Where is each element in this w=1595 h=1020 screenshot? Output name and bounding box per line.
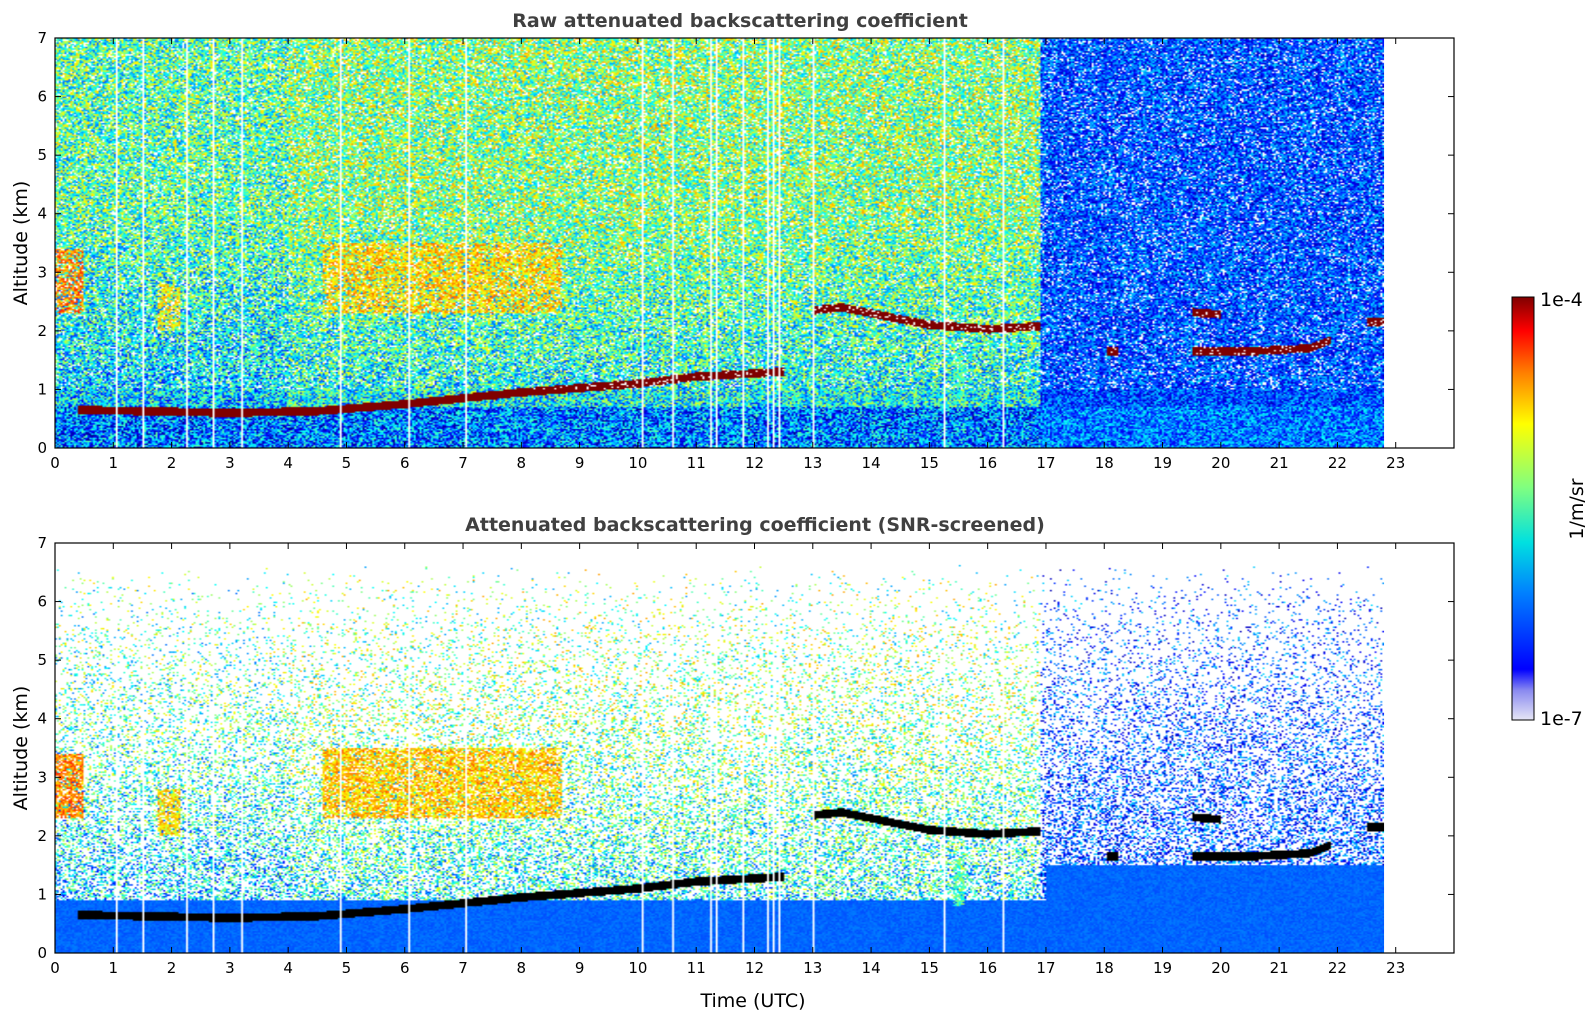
x-tick-label: 19 <box>1153 959 1172 977</box>
x-axis-label: Time (UTC) <box>699 990 805 1012</box>
x-tick-label: 17 <box>1036 454 1055 472</box>
y-tick-label: 1 <box>37 380 47 398</box>
x-tick-label: 8 <box>517 454 527 472</box>
raw-y-ticks: 0 1 2 3 4 5 6 7 <box>37 29 1454 457</box>
x-tick-label: 18 <box>1095 959 1114 977</box>
x-tick-label: 9 <box>575 959 585 977</box>
x-tick-label: 1 <box>109 959 119 977</box>
x-tick-label: 17 <box>1036 959 1055 977</box>
x-tick-label: 14 <box>862 454 881 472</box>
x-tick-label: 23 <box>1386 959 1405 977</box>
y-tick-label: 4 <box>37 205 47 223</box>
screened-backscatter-heatmap <box>55 543 1385 953</box>
x-tick-label: 4 <box>283 959 293 977</box>
y-tick-label: 2 <box>37 322 47 340</box>
x-tick-label: 7 <box>458 454 468 472</box>
x-tick-label: 11 <box>687 454 706 472</box>
y-tick-label: 7 <box>37 29 47 47</box>
x-tick-label: 23 <box>1386 454 1405 472</box>
x-tick-label: 2 <box>167 454 177 472</box>
x-tick-label: 21 <box>1270 959 1289 977</box>
x-tick-label: 18 <box>1095 454 1114 472</box>
y-tick-label: 4 <box>37 710 47 728</box>
x-tick-label: 11 <box>687 959 706 977</box>
x-tick-label: 2 <box>167 959 177 977</box>
y-tick-label: 2 <box>37 827 47 845</box>
x-tick-label: 15 <box>920 959 939 977</box>
x-tick-label: 20 <box>1211 454 1230 472</box>
x-tick-label: 13 <box>803 959 822 977</box>
screened-backscatter-panel: Attenuated backscattering coefficient (S… <box>10 514 1455 1012</box>
colorbar-gradient <box>1511 296 1535 721</box>
x-tick-label: 3 <box>225 454 235 472</box>
raw-panel-title: Raw attenuated backscattering coefficien… <box>512 10 968 32</box>
x-tick-label: 20 <box>1211 959 1230 977</box>
y-tick-label: 0 <box>37 944 47 962</box>
x-tick-label: 10 <box>628 959 647 977</box>
colorbar-min-label: 1e-7 <box>1540 708 1583 730</box>
screened-x-ticks: 0 1 2 3 4 5 6 7 8 9 10 11 12 13 14 15 16 17 18 19 20 21 22 23 <box>50 543 1405 977</box>
x-tick-label: 0 <box>50 959 60 977</box>
x-tick-label: 22 <box>1328 959 1347 977</box>
x-tick-label: 9 <box>575 454 585 472</box>
raw-backscatter-panel: Raw attenuated backscattering coefficien… <box>10 10 1455 472</box>
y-tick-label: 5 <box>37 651 47 669</box>
y-tick-label: 7 <box>37 534 47 552</box>
x-tick-label: 5 <box>342 959 352 977</box>
x-tick-label: 22 <box>1328 454 1347 472</box>
screened-y-ticks: 0 1 2 3 4 5 6 7 <box>37 534 1454 962</box>
colorbar: 1e-4 1e-7 1/m/sr <box>1511 289 1588 730</box>
x-tick-label: 7 <box>458 959 468 977</box>
screened-y-axis-label: Altitude (km) <box>10 686 32 811</box>
x-tick-label: 8 <box>517 959 527 977</box>
x-tick-label: 5 <box>342 454 352 472</box>
x-tick-label: 16 <box>978 454 997 472</box>
screened-panel-title: Attenuated backscattering coefficient (S… <box>465 514 1045 536</box>
x-tick-label: 10 <box>628 454 647 472</box>
x-tick-label: 1 <box>109 454 119 472</box>
y-tick-label: 6 <box>37 593 47 611</box>
x-tick-label: 16 <box>978 959 997 977</box>
x-tick-label: 13 <box>803 454 822 472</box>
colorbar-unit-label: 1/m/sr <box>1566 478 1588 539</box>
raw-backscatter-heatmap <box>55 38 1385 448</box>
y-tick-label: 1 <box>37 885 47 903</box>
x-tick-label: 6 <box>400 454 410 472</box>
x-tick-label: 15 <box>920 454 939 472</box>
x-tick-label: 12 <box>745 454 764 472</box>
x-tick-label: 3 <box>225 959 235 977</box>
x-tick-label: 0 <box>50 454 60 472</box>
x-tick-label: 19 <box>1153 454 1172 472</box>
y-tick-label: 5 <box>37 146 47 164</box>
x-tick-label: 4 <box>283 454 293 472</box>
y-tick-label: 6 <box>37 88 47 106</box>
colorbar-max-label: 1e-4 <box>1540 289 1583 311</box>
y-tick-label: 0 <box>37 439 47 457</box>
x-tick-label: 14 <box>862 959 881 977</box>
raw-x-ticks: 0 1 2 3 4 5 6 7 8 9 10 11 12 13 14 15 16 17 18 19 20 21 22 23 <box>50 38 1405 472</box>
x-tick-label: 6 <box>400 959 410 977</box>
raw-y-axis-label: Altitude (km) <box>10 181 32 306</box>
y-tick-label: 3 <box>37 263 47 281</box>
x-tick-label: 21 <box>1270 454 1289 472</box>
x-tick-label: 12 <box>745 959 764 977</box>
y-tick-label: 3 <box>37 768 47 786</box>
